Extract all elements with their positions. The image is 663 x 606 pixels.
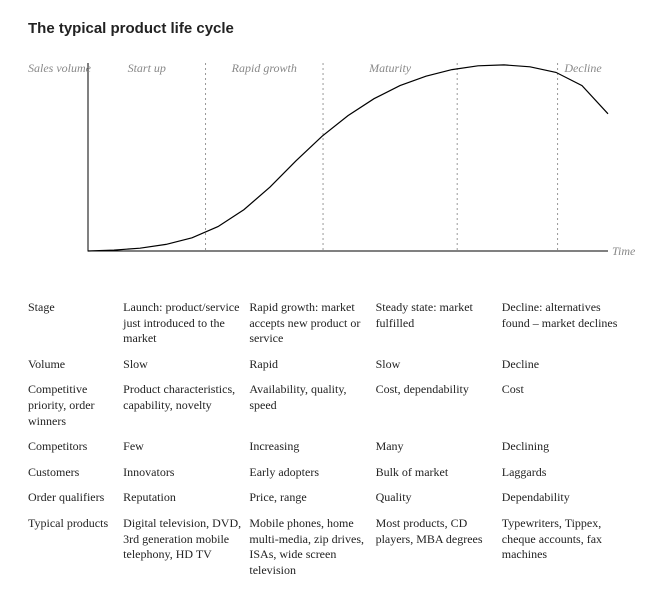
table-cell: Most products, CD players, MBA degrees [376,511,502,583]
phase-label-2: Maturity [369,61,411,76]
table-cell: Typewriters, Tippex, cheque accounts, fa… [502,511,628,583]
table-cell: Reputation [123,485,249,511]
table-row: StageLaunch: product/service just introd… [28,295,628,352]
table-cell: Decline: alternatives found – market dec… [502,295,628,352]
lifecycle-curve [88,65,608,251]
table-cell: Rapid growth: market accepts new product… [249,295,375,352]
table-cell: Steady state: market fulfilled [376,295,502,352]
phase-label-3: Decline [564,61,601,76]
table-cell: Laggards [502,460,628,486]
row-head: Competitive priority, order winners [28,377,123,434]
y-axis-label: Sales volume [28,61,91,76]
row-head: Customers [28,460,123,486]
table-cell: Launch: product/service just introduced … [123,295,249,352]
table-row: Competitive priority, order winnersProdu… [28,377,628,434]
row-head: Competitors [28,434,123,460]
table-row: Typical productsDigital television, DVD,… [28,511,628,583]
table-cell: Availability, quality, speed [249,377,375,434]
table-cell: Dependability [502,485,628,511]
table-cell: Quality [376,485,502,511]
table-cell: Digital television, DVD, 3rd generation … [123,511,249,583]
row-head: Order qualifiers [28,485,123,511]
table-cell: Slow [376,352,502,378]
row-head: Typical products [28,511,123,583]
table-cell: Innovators [123,460,249,486]
row-head: Stage [28,295,123,352]
table-cell: Product characteristics, capability, nov… [123,377,249,434]
table-cell: Decline [502,352,628,378]
table-cell: Increasing [249,434,375,460]
table-row: CustomersInnovatorsEarly adoptersBulk of… [28,460,628,486]
table-cell: Declining [502,434,628,460]
chart-svg [28,51,628,281]
table-row: Order qualifiersReputationPrice, rangeQu… [28,485,628,511]
product-life-cycle-chart: Sales volumeTimeStart upRapid growthMatu… [28,51,628,281]
table-cell: Many [376,434,502,460]
lifecycle-table: StageLaunch: product/service just introd… [28,295,628,583]
table-cell: Rapid [249,352,375,378]
table-cell: Few [123,434,249,460]
phase-label-0: Start up [128,61,166,76]
row-head: Volume [28,352,123,378]
table-cell: Price, range [249,485,375,511]
page-title: The typical product life cycle [28,20,635,37]
table-cell: Slow [123,352,249,378]
x-axis-label: Time [612,244,635,259]
phase-label-1: Rapid growth [232,61,297,76]
table-cell: Cost [502,377,628,434]
table-cell: Bulk of market [376,460,502,486]
table-cell: Mobile phones, home multi-media, zip dri… [249,511,375,583]
table-cell: Cost, dependability [376,377,502,434]
table-cell: Early adopters [249,460,375,486]
chart-axes [88,63,608,251]
table-row: CompetitorsFewIncreasingManyDeclining [28,434,628,460]
table-row: VolumeSlowRapidSlowDecline [28,352,628,378]
